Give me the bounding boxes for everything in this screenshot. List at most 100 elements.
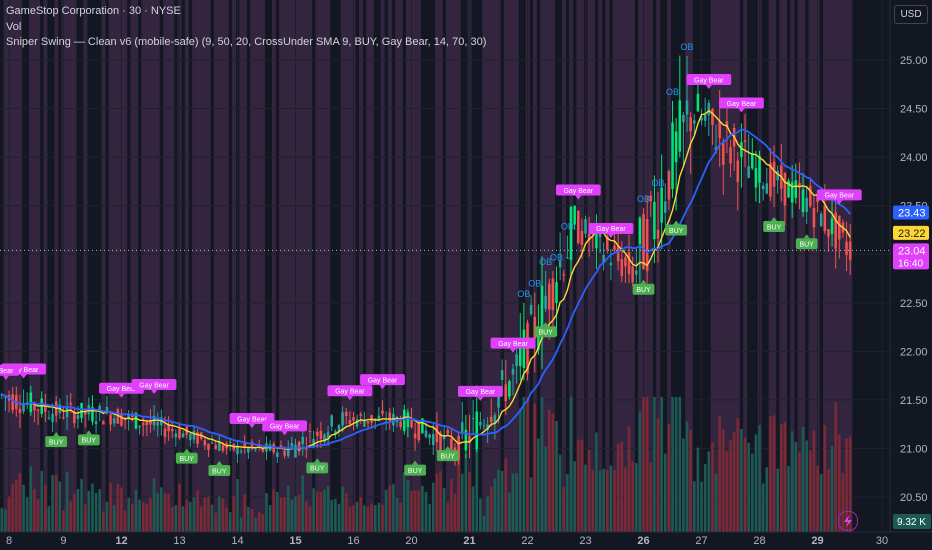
bear-band	[184, 0, 189, 532]
candle-body	[102, 421, 105, 425]
candle-body	[827, 229, 830, 237]
volume-bar	[645, 397, 649, 532]
volume-bar	[772, 415, 776, 532]
bear-band	[242, 0, 247, 532]
volume-bar	[145, 503, 149, 532]
buy-label-pointer	[771, 217, 778, 222]
bear-band	[768, 0, 773, 532]
gay-bear-label: Gay Bear	[368, 377, 398, 384]
bear-band	[65, 0, 70, 532]
volume-bar	[627, 426, 631, 532]
gay-bear-label-box	[327, 385, 373, 397]
volume-bar	[51, 475, 54, 532]
volume-bar	[381, 504, 384, 532]
volume-bar	[279, 497, 283, 532]
buy-label-pointer	[640, 279, 647, 284]
volume-bar	[464, 454, 468, 532]
lightning-icon[interactable]	[838, 511, 858, 531]
candle-body	[631, 266, 634, 283]
candle-body	[170, 428, 174, 432]
volume-legend[interactable]: Vol	[6, 21, 22, 33]
volume-bar	[631, 461, 634, 532]
bear-band	[116, 0, 120, 532]
volume-bar	[373, 505, 377, 532]
bear-band	[152, 0, 157, 532]
gay-bear-label: Bear	[0, 368, 14, 375]
bear-band	[580, 0, 585, 532]
volume-bar	[439, 471, 442, 532]
candle-body	[239, 451, 243, 453]
price-tick-label: 21.50	[900, 395, 928, 407]
bear-band	[203, 0, 207, 532]
buy-label-pointer	[673, 220, 680, 225]
volume-bar	[7, 496, 11, 532]
candle-body	[790, 182, 794, 203]
candle-body	[497, 394, 500, 408]
bear-band	[507, 0, 512, 532]
buy-label: BUY	[408, 468, 423, 475]
volume-bar	[247, 506, 250, 532]
candle-body	[674, 131, 678, 163]
bear-band	[315, 0, 320, 532]
candle-body	[381, 410, 384, 414]
gay-bear-label-pointer	[20, 374, 27, 379]
candle-body	[471, 418, 475, 420]
bear-band	[148, 0, 153, 532]
volume-bar	[649, 462, 653, 532]
volume-bar	[348, 506, 352, 532]
volume-bar	[479, 498, 482, 532]
bear-band	[743, 0, 748, 532]
currency-button[interactable]: USD	[894, 5, 928, 24]
bear-band	[605, 0, 610, 532]
candle-body	[489, 416, 493, 423]
indicator-legend[interactable]: Sniper Swing — Clean v6 (mobile-safe) (9…	[6, 36, 487, 48]
candle-body	[584, 219, 587, 234]
candle-body	[595, 227, 598, 249]
volume-bar	[674, 397, 678, 532]
bear-band	[290, 0, 294, 532]
candle-body	[718, 121, 721, 139]
candle-body	[236, 445, 239, 455]
price-tick-label: 22.00	[900, 346, 928, 358]
bear-band	[123, 0, 128, 532]
volume-bar	[98, 489, 102, 532]
bear-band	[485, 0, 490, 532]
time-tick-label: 22	[521, 535, 533, 547]
volume-bar	[595, 432, 598, 532]
candle-body	[214, 445, 217, 450]
candle-body	[428, 434, 431, 438]
volume-bar	[638, 411, 642, 532]
bear-band	[587, 0, 592, 532]
volume-bar	[518, 408, 522, 532]
candle-body	[504, 384, 508, 401]
candle-body	[402, 409, 406, 432]
gay-bear-label-box	[457, 385, 503, 397]
volume-bar	[196, 490, 199, 532]
candle-body	[725, 121, 729, 128]
volume-bar	[721, 429, 725, 532]
volume-bar	[312, 488, 315, 532]
candle-body	[838, 215, 841, 240]
bear-band	[195, 0, 200, 532]
symbol-title[interactable]: GameStop Corporation · 30 · NYSE	[6, 5, 181, 17]
candle-body	[156, 422, 159, 426]
volume-bar	[261, 514, 265, 532]
volume-bar	[44, 484, 47, 532]
candle-body	[413, 433, 417, 439]
candle-body	[363, 420, 366, 427]
candle-body	[772, 161, 776, 187]
candle-body	[823, 205, 827, 232]
candle-body	[696, 93, 700, 112]
candle-body	[83, 411, 87, 415]
candle-body	[44, 405, 47, 412]
candle-body	[261, 447, 265, 452]
time-axis[interactable]: 8 9 12 13 14 15 16 20 21 22 23 26 27 28 29 30	[6, 535, 888, 547]
candle-body	[421, 418, 424, 434]
volume-bar	[286, 485, 290, 532]
bear-band	[232, 0, 236, 532]
candle-body	[446, 430, 450, 434]
candle-body	[573, 205, 576, 225]
volume-bar	[707, 451, 711, 532]
volume-price-box	[893, 514, 931, 529]
